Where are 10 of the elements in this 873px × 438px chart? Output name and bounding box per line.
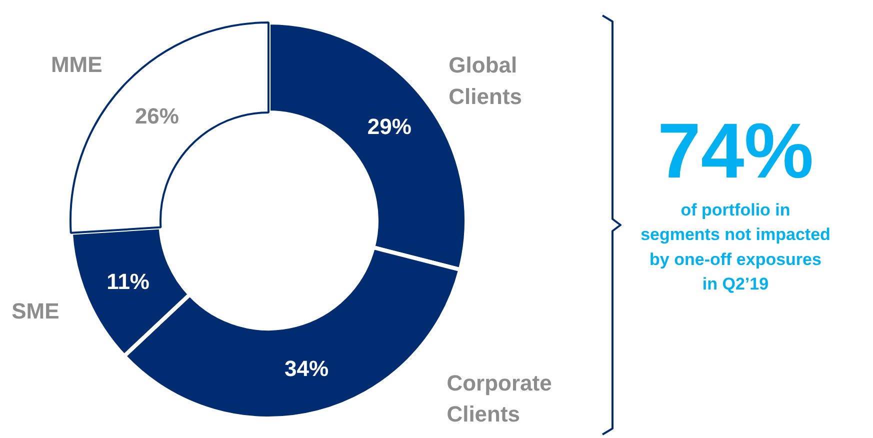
slice-label: MME bbox=[50, 52, 102, 77]
text: 74% bbox=[657, 106, 814, 194]
text: of portfolio in segments not impacted by one-off exposures in Q2’19 bbox=[640, 200, 830, 294]
data-label: 11% bbox=[106, 268, 150, 294]
slice-label: Global Clients bbox=[448, 52, 522, 109]
data-label: 34% bbox=[284, 356, 329, 382]
data-label: 26% bbox=[134, 103, 179, 128]
slice-label: SME bbox=[12, 298, 60, 324]
slice-label: Corporate Clients bbox=[446, 370, 552, 427]
data-label: 29% bbox=[367, 114, 412, 140]
